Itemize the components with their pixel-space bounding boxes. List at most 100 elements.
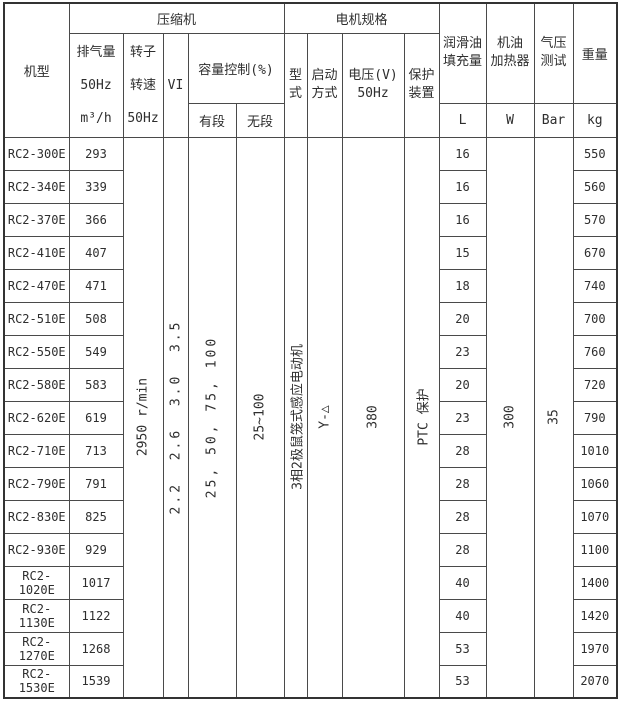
header-motor-type: 型 式 bbox=[283, 32, 308, 138]
weight-cell: 1070 bbox=[572, 499, 618, 534]
displacement-cell: 339 bbox=[68, 169, 124, 204]
model-cell: RC2-710E bbox=[3, 433, 70, 468]
rotor-speed-value-text: 2950 r/min bbox=[135, 378, 151, 457]
header-group-motor: 电机规格 bbox=[283, 2, 440, 34]
table-body: RC2-300E 293 2950 r/min 2.2 2.6 3.0 3.5 25, … bbox=[3, 136, 618, 699]
model-cell: RC2-550E bbox=[3, 334, 70, 369]
weight-cell: 700 bbox=[572, 301, 618, 336]
displacement-cell: 407 bbox=[68, 235, 124, 270]
displacement-cell: 791 bbox=[68, 466, 124, 501]
header-unit-pressure: Bar bbox=[533, 102, 574, 138]
displacement-cell: 1122 bbox=[68, 598, 124, 633]
displacement-cell: 1268 bbox=[68, 631, 124, 666]
header-capacity-control: 容量控制(%) bbox=[187, 32, 285, 104]
weight-cell: 1010 bbox=[572, 433, 618, 468]
displacement-cell: 549 bbox=[68, 334, 124, 369]
displacement-cell: 583 bbox=[68, 367, 124, 402]
spec-row: RC2-470E 471 18 740 bbox=[3, 268, 618, 303]
oil-charge-cell: 23 bbox=[438, 400, 487, 435]
weight-cell: 720 bbox=[572, 367, 618, 402]
header-pressure-test: 气压 测试 bbox=[533, 2, 574, 104]
vi-values-text: 2.2 2.6 3.0 3.5 bbox=[168, 319, 183, 515]
oil-charge-cell: 16 bbox=[438, 202, 487, 237]
header-displacement: 排气量 50Hz m³/h bbox=[68, 32, 124, 138]
model-cell: RC2-1530E bbox=[3, 664, 70, 699]
spec-row: RC2-550E 549 23 760 bbox=[3, 334, 618, 369]
model-cell: RC2-1020E bbox=[3, 565, 70, 600]
displacement-cell: 293 bbox=[68, 136, 124, 171]
displacement-cell: 1017 bbox=[68, 565, 124, 600]
table-header: 机型 压缩机 电机规格 润滑油 填充量 机油 加热器 气压 测试 重量 排气量 … bbox=[3, 2, 618, 138]
oil-charge-cell: 18 bbox=[438, 268, 487, 303]
header-row-groups: 机型 压缩机 电机规格 润滑油 填充量 机油 加热器 气压 测试 重量 bbox=[3, 2, 618, 138]
header-model: 机型 bbox=[3, 2, 70, 138]
oil-charge-cell: 15 bbox=[438, 235, 487, 270]
model-cell: RC2-830E bbox=[3, 499, 70, 534]
weight-cell: 570 bbox=[572, 202, 618, 237]
pressure-test-value: 35 bbox=[533, 136, 574, 699]
start-mode-value-text: Y-△ bbox=[317, 405, 333, 429]
spec-row: RC2-300E 293 2950 r/min 2.2 2.6 3.0 3.5 25, … bbox=[3, 136, 618, 699]
spec-row: RC2-1270E 1268 53 1970 bbox=[3, 631, 618, 666]
header-row-columns: 排气量 50Hz m³/h 转子 转速 50Hz VI 容量控制(%) 型 式 … bbox=[4, 32, 617, 138]
oil-charge-cell: 28 bbox=[438, 466, 487, 501]
header-oil-charge: 润滑油 填充量 bbox=[438, 2, 487, 104]
vi-values: 2.2 2.6 3.0 3.5 bbox=[162, 136, 189, 699]
header-rotor-speed: 转子 转速 50Hz bbox=[122, 32, 164, 138]
oil-charge-cell: 40 bbox=[438, 565, 487, 600]
header-vi: VI bbox=[162, 32, 189, 138]
displacement-cell: 471 bbox=[68, 268, 124, 303]
oil-charge-cell: 53 bbox=[438, 664, 487, 699]
oil-charge-cell: 16 bbox=[438, 136, 487, 171]
pressure-test-value-text: 35 bbox=[546, 409, 562, 426]
oil-heater-value: 300 bbox=[485, 136, 535, 699]
model-cell: RC2-790E bbox=[3, 466, 70, 501]
oil-charge-cell: 20 bbox=[438, 367, 487, 402]
weight-cell: 1060 bbox=[572, 466, 618, 501]
oil-charge-cell: 23 bbox=[438, 334, 487, 369]
oil-charge-cell: 53 bbox=[438, 631, 487, 666]
voltage-value: 380 bbox=[341, 136, 405, 699]
displacement-cell: 825 bbox=[68, 499, 124, 534]
header-unit-weight: kg bbox=[572, 102, 618, 138]
header-unit-oil: L bbox=[438, 102, 487, 138]
model-cell: RC2-410E bbox=[3, 235, 70, 270]
model-cell: RC2-1270E bbox=[3, 631, 70, 666]
header-start-mode: 启动 方式 bbox=[306, 32, 343, 138]
weight-cell: 790 bbox=[572, 400, 618, 435]
rotor-speed-value: 2950 r/min bbox=[122, 136, 164, 699]
spec-row: RC2-790E 791 28 1060 bbox=[3, 466, 618, 501]
weight-cell: 1420 bbox=[572, 598, 618, 633]
spec-row: RC2-620E 619 23 790 bbox=[3, 400, 618, 435]
header-protection: 保护 装置 bbox=[403, 32, 440, 138]
oil-charge-cell: 28 bbox=[438, 532, 487, 567]
weight-cell: 1100 bbox=[572, 532, 618, 567]
displacement-cell: 929 bbox=[68, 532, 124, 567]
motor-type-value: 3相2极鼠笼式感应电动机 bbox=[283, 136, 308, 699]
header-group-compressor: 压缩机 bbox=[68, 2, 285, 34]
weight-cell: 670 bbox=[572, 235, 618, 270]
model-cell: RC2-370E bbox=[3, 202, 70, 237]
displacement-cell: 366 bbox=[68, 202, 124, 237]
header-stepless: 无段 bbox=[235, 102, 285, 138]
oil-charge-cell: 28 bbox=[438, 433, 487, 468]
header-unit-heater: W bbox=[485, 102, 535, 138]
weight-cell: 760 bbox=[572, 334, 618, 369]
weight-cell: 1400 bbox=[572, 565, 618, 600]
oil-charge-cell: 40 bbox=[438, 598, 487, 633]
model-cell: RC2-340E bbox=[3, 169, 70, 204]
stepless-capacity-value: 25~100 bbox=[235, 136, 285, 699]
header-weight: 重量 bbox=[572, 2, 618, 104]
header-oil-heater: 机油 加热器 bbox=[485, 2, 535, 104]
model-cell: RC2-620E bbox=[3, 400, 70, 435]
voltage-value-text: 380 bbox=[365, 405, 381, 429]
displacement-cell: 508 bbox=[68, 301, 124, 336]
stepped-capacity-value-text: 25, 50, 75, 100 bbox=[204, 336, 220, 499]
displacement-cell: 619 bbox=[68, 400, 124, 435]
model-cell: RC2-1130E bbox=[3, 598, 70, 633]
weight-cell: 550 bbox=[572, 136, 618, 171]
stepped-capacity-value: 25, 50, 75, 100 bbox=[187, 136, 237, 699]
protection-value-text: PTC 保护 bbox=[416, 388, 432, 446]
model-cell: RC2-510E bbox=[3, 301, 70, 336]
model-cell: RC2-300E bbox=[3, 136, 70, 171]
